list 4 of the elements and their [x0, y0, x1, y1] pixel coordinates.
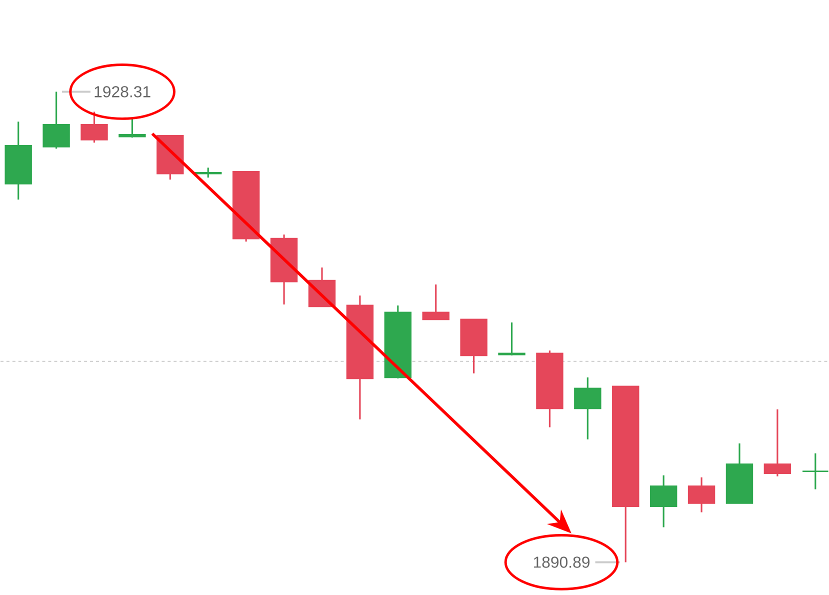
annotation: 1890.89	[534, 556, 590, 568]
candlestick	[802, 452, 829, 490]
candlestick	[194, 166, 222, 178]
annotation: 1928.31	[94, 86, 150, 98]
